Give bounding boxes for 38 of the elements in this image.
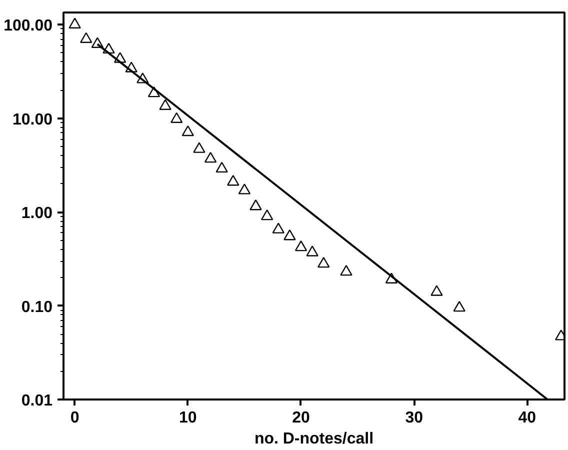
point xyxy=(318,256,330,268)
point xyxy=(102,42,115,54)
point xyxy=(148,86,160,98)
point xyxy=(170,112,183,124)
point xyxy=(294,240,308,252)
point xyxy=(136,72,149,84)
point xyxy=(453,300,466,312)
point xyxy=(159,99,172,110)
point xyxy=(284,229,296,240)
point xyxy=(250,199,262,210)
x-tick-label: 10 xyxy=(179,410,197,426)
point xyxy=(204,152,217,163)
point xyxy=(91,37,104,48)
point xyxy=(80,32,92,43)
y-tick-label: 100.00 xyxy=(4,18,53,35)
x-tick-label: 30 xyxy=(405,410,424,426)
y-tick-label: 0.10 xyxy=(21,298,53,316)
point xyxy=(306,246,318,256)
point xyxy=(430,285,443,296)
point xyxy=(272,222,284,234)
y-tick-label: 10.00 xyxy=(12,111,53,128)
point xyxy=(68,18,81,28)
x-axis-title: no. D-notes/call xyxy=(254,430,374,448)
point xyxy=(227,174,240,186)
point xyxy=(114,52,126,63)
point xyxy=(238,184,251,194)
x-tick-label: 40 xyxy=(518,410,536,426)
point xyxy=(125,62,138,72)
x-tick-label: 0 xyxy=(70,410,80,426)
point xyxy=(193,142,206,153)
point xyxy=(385,272,398,284)
point xyxy=(182,125,194,136)
point xyxy=(340,264,352,276)
x-tick-label: 20 xyxy=(292,410,310,426)
y-tick-label: 1.00 xyxy=(21,205,53,222)
point xyxy=(260,209,274,220)
y-tick-label: 0.01 xyxy=(21,392,53,410)
point xyxy=(216,162,228,173)
